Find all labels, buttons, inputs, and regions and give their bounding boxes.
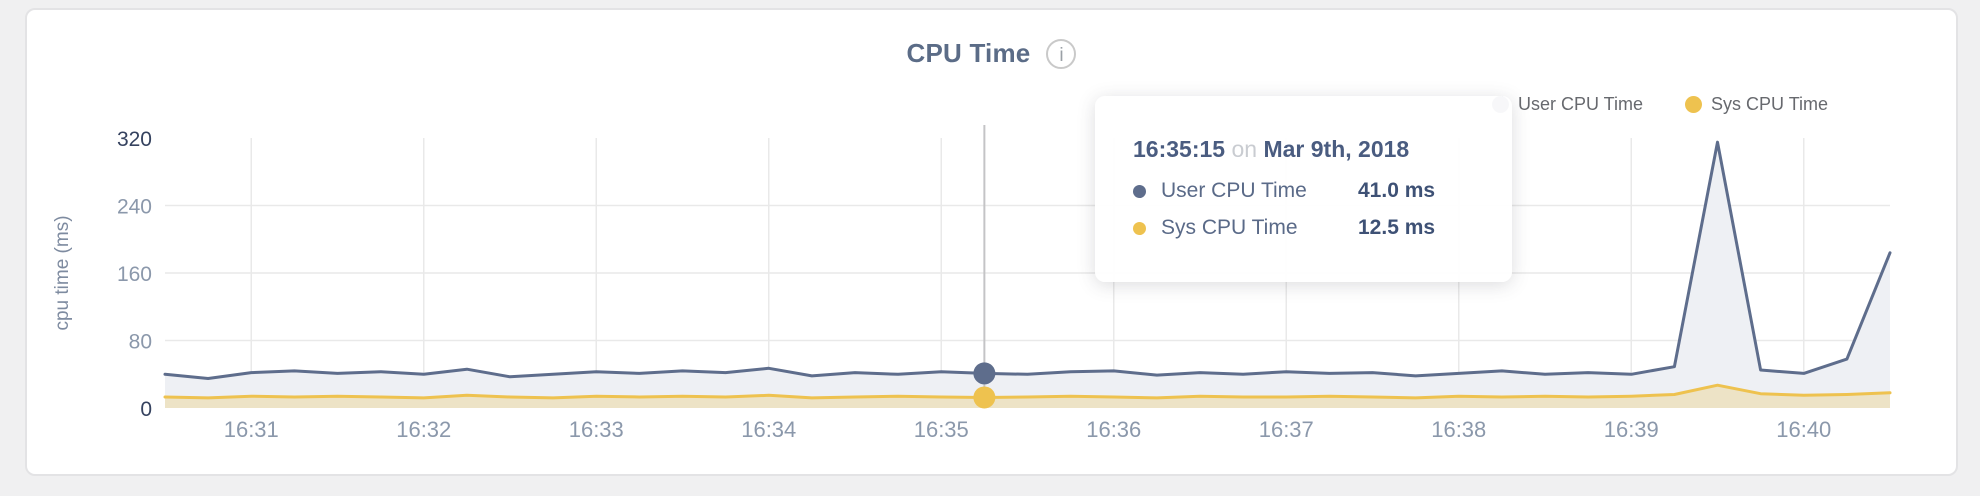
info-icon[interactable]: i (1046, 38, 1077, 69)
sys-cpu-area (165, 385, 1890, 408)
hover-marker-user (973, 362, 996, 385)
x-axis-tick-label: 16:35 (914, 417, 969, 442)
tooltip-label-user: User CPU Time (1161, 179, 1307, 202)
hover-marker-sys (973, 386, 996, 409)
user-cpu-area (165, 142, 1890, 408)
x-axis-tick-label: 16:32 (396, 417, 451, 442)
legend-item-sys[interactable]: Sys CPU Time (1685, 94, 1828, 115)
tooltip-date: Mar 9th, 2018 (1263, 136, 1410, 162)
user-cpu-line (163, 140, 1892, 380)
legend-label-user: User CPU Time (1518, 94, 1644, 114)
tooltip-dot-user (1133, 184, 1146, 198)
chart-header: CPU Time i (25, 38, 1958, 69)
tooltip-dot-sys (1133, 221, 1146, 235)
x-axis-tick-label: 16:37 (1259, 417, 1314, 442)
y-axis-tick-label: 80 (129, 331, 152, 354)
y-axis-tick-label: 320 (117, 128, 152, 151)
tooltip-header: 16:35:15 on Mar 9th, 2018 (1133, 136, 1478, 163)
tooltip-value-user: 41.0 ms (1358, 179, 1436, 202)
x-axis-tick-label: 16:31 (224, 417, 279, 442)
tooltip-row-sys: Sys CPU Time 12.5 ms (1133, 216, 1478, 240)
legend-item-user[interactable]: User CPU Time (1492, 94, 1643, 115)
y-axis-title: cpu time (ms) (52, 215, 73, 330)
y-axis-tick-label: 0 (140, 398, 152, 421)
sys-cpu-line (163, 383, 1892, 400)
tooltip-label-sys: Sys CPU Time (1161, 216, 1298, 239)
y-axis-tick-label: 160 (117, 263, 152, 286)
x-axis-tick-label: 16:36 (1086, 417, 1141, 442)
tooltip-time: 16:35:15 (1133, 136, 1226, 162)
legend-dot-sys (1685, 96, 1703, 113)
tooltip-row-user: User CPU Time 41.0 ms (1133, 179, 1478, 203)
legend-label-sys: Sys CPU Time (1711, 94, 1829, 114)
x-axis-tick-label: 16:34 (741, 417, 796, 442)
x-axis-tick-label: 16:39 (1604, 417, 1659, 442)
tooltip: 16:35:15 on Mar 9th, 2018 User CPU Time … (1095, 96, 1512, 282)
x-axis-tick-label: 16:40 (1776, 417, 1831, 442)
y-axis-tick-label: 240 (117, 196, 152, 219)
chart-title: CPU Time (906, 38, 1031, 68)
x-axis-tick-label: 16:33 (569, 417, 624, 442)
tooltip-value-sys: 12.5 ms (1358, 216, 1436, 239)
x-axis-tick-label: 16:38 (1431, 417, 1486, 442)
tooltip-conjunction: on (1231, 136, 1258, 162)
legend: User CPU Time Sys CPU Time (1492, 94, 1828, 115)
